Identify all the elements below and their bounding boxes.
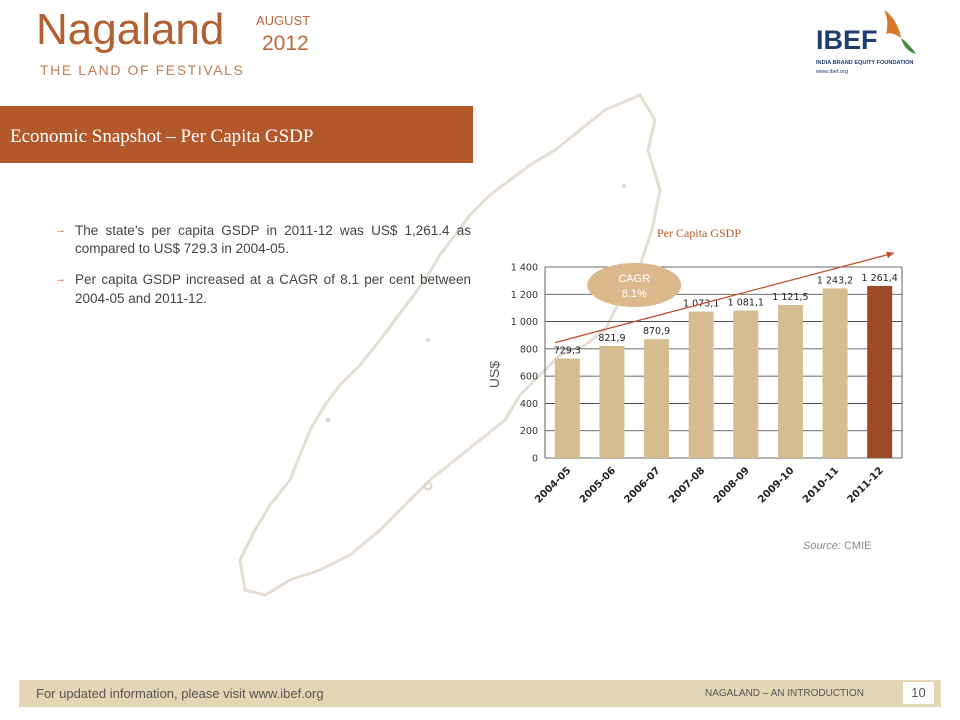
chart-title: Per Capita GSDP bbox=[657, 226, 741, 240]
x-tick-label: 2005-06 bbox=[578, 465, 618, 505]
bar bbox=[554, 358, 580, 458]
footer-bar: For updated information, please visit ww… bbox=[19, 680, 941, 707]
logo-brand: IBEF bbox=[816, 25, 878, 55]
data-label: 821,9 bbox=[598, 333, 625, 344]
summary-bullets: → The state’s per capita GSDP in 2011-12… bbox=[55, 222, 471, 321]
y-tick-label: 0 bbox=[532, 454, 538, 465]
state-tagline: THE LAND OF FESTIVALS bbox=[40, 62, 245, 78]
y-tick-label: 1 400 bbox=[511, 263, 538, 274]
ibef-logo: IBEF INDIA BRAND EQUITY FOUNDATION www.i… bbox=[815, 10, 916, 75]
arrow-right-icon: → bbox=[55, 273, 66, 286]
y-tick-label: 400 bbox=[520, 399, 538, 410]
logo-url: www.ibef.org bbox=[815, 69, 848, 75]
source-note: Source: CMIE bbox=[803, 540, 871, 552]
x-tick-label: 2008-09 bbox=[712, 465, 752, 505]
x-tick-label: 2006-07 bbox=[622, 465, 662, 505]
y-tick-label: 200 bbox=[520, 426, 538, 437]
bar bbox=[822, 288, 848, 458]
trend-arrow-head-icon bbox=[886, 251, 894, 259]
bar bbox=[777, 304, 803, 458]
logo-subtitle: INDIA BRAND EQUITY FOUNDATION bbox=[816, 60, 913, 66]
cagr-bubble bbox=[587, 263, 682, 307]
x-tick-label: 2007-08 bbox=[667, 465, 707, 505]
data-label: 1 121,5 bbox=[772, 292, 808, 303]
bullet-text: The state’s per capita GSDP in 2011-12 w… bbox=[75, 223, 471, 257]
x-tick-label: 2010-11 bbox=[801, 465, 841, 505]
bar bbox=[599, 345, 625, 458]
bullet-text: Per capita GSDP increased at a CAGR of 8… bbox=[75, 272, 471, 306]
cagr-label: CAGR bbox=[618, 273, 650, 285]
x-tick-label: 2011-12 bbox=[846, 465, 886, 505]
logo-flame-icon bbox=[884, 10, 901, 38]
bar bbox=[733, 310, 759, 458]
bullet-item: → Per capita GSDP increased at a CAGR of… bbox=[55, 271, 471, 307]
data-label: 1 243,2 bbox=[817, 275, 853, 286]
bar bbox=[867, 285, 893, 458]
logo-leaf-icon bbox=[901, 38, 916, 54]
data-label: 729,3 bbox=[554, 346, 581, 357]
y-tick-label: 600 bbox=[520, 372, 538, 383]
footer-section-label: NAGALAND – AN INTRODUCTION bbox=[705, 688, 864, 699]
cagr-value: 8.1% bbox=[622, 288, 647, 300]
y-tick-label: 1 000 bbox=[511, 317, 538, 328]
per-capita-gsdp-chart: 0 200 400 600 800 1 000 1 200 1 400 US$ 729,3 2004… bbox=[490, 251, 903, 506]
state-title: Nagaland bbox=[36, 5, 225, 54]
data-label: 1 261,4 bbox=[862, 273, 898, 284]
data-label: 1 081,1 bbox=[728, 298, 764, 309]
source-name: CMIE bbox=[843, 540, 872, 552]
y-tick-label: 800 bbox=[520, 344, 538, 355]
issue-year: 2012 bbox=[262, 32, 309, 55]
data-label: 870,9 bbox=[643, 326, 670, 337]
issue-month: AUGUST bbox=[256, 13, 311, 28]
bullet-item: → The state’s per capita GSDP in 2011-12… bbox=[55, 222, 471, 258]
section-title: Economic Snapshot – Per Capita GSDP bbox=[10, 126, 314, 147]
y-tick-label: 1 200 bbox=[511, 290, 538, 301]
arrow-right-icon: → bbox=[55, 224, 66, 236]
footer-website-link[interactable]: For updated information, please visit ww… bbox=[36, 686, 324, 701]
page-number: 10 bbox=[903, 682, 934, 704]
bar bbox=[688, 311, 714, 458]
trend-arrow-line bbox=[555, 252, 895, 344]
source-label: Source: bbox=[803, 540, 841, 552]
x-tick-label: 2009-10 bbox=[756, 465, 796, 505]
bar bbox=[644, 339, 670, 458]
section-banner: Economic Snapshot – Per Capita GSDP bbox=[0, 106, 473, 163]
x-tick-label: 2004-05 bbox=[533, 465, 573, 505]
y-axis-label: US$ bbox=[490, 361, 502, 388]
